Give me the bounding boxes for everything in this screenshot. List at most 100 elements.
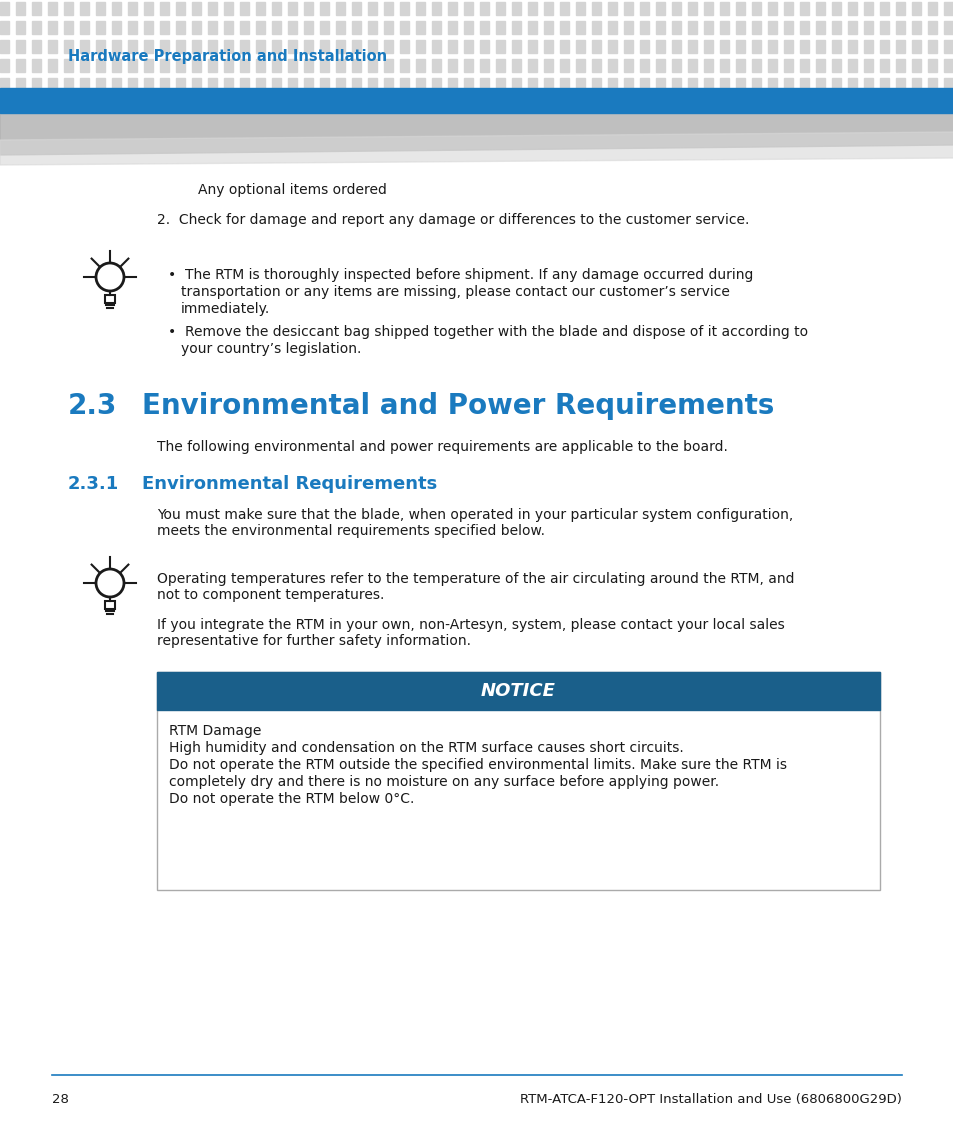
Bar <box>0 21 9 34</box>
Text: your country’s legislation.: your country’s legislation. <box>181 342 361 356</box>
Bar <box>96 2 105 15</box>
Bar <box>335 21 345 34</box>
Bar <box>815 60 824 72</box>
Bar <box>783 78 792 90</box>
Bar <box>607 40 617 53</box>
Bar <box>16 60 25 72</box>
Bar <box>767 40 776 53</box>
Bar <box>479 2 489 15</box>
Text: You must make sure that the blade, when operated in your particular system confi: You must make sure that the blade, when … <box>157 508 792 522</box>
Bar <box>527 40 537 53</box>
Bar <box>527 78 537 90</box>
Bar <box>687 40 697 53</box>
Bar <box>272 78 281 90</box>
Bar <box>240 21 249 34</box>
Bar <box>671 78 680 90</box>
Bar <box>368 40 376 53</box>
Bar <box>592 40 600 53</box>
Bar <box>512 21 520 34</box>
Bar <box>384 78 393 90</box>
Bar <box>703 78 712 90</box>
Bar <box>80 21 89 34</box>
Bar <box>175 2 185 15</box>
Bar <box>105 601 115 609</box>
Bar <box>64 78 73 90</box>
Bar <box>128 78 137 90</box>
Bar <box>927 60 936 72</box>
Bar <box>831 40 841 53</box>
Bar <box>895 60 904 72</box>
Bar <box>192 40 201 53</box>
Bar <box>319 78 329 90</box>
Bar <box>416 21 424 34</box>
Bar <box>240 2 249 15</box>
Bar <box>943 21 952 34</box>
Bar <box>576 60 584 72</box>
Bar <box>815 78 824 90</box>
Bar <box>335 2 345 15</box>
Bar <box>751 78 760 90</box>
Bar <box>48 2 57 15</box>
Bar <box>368 78 376 90</box>
Bar <box>144 60 152 72</box>
Bar <box>703 60 712 72</box>
Bar <box>831 78 841 90</box>
Text: representative for further safety information.: representative for further safety inform… <box>157 634 471 648</box>
Text: meets the environmental requirements specified below.: meets the environmental requirements spe… <box>157 524 544 538</box>
Bar <box>288 2 296 15</box>
Bar <box>32 2 41 15</box>
Bar <box>32 40 41 53</box>
Bar <box>656 40 664 53</box>
Bar <box>160 78 169 90</box>
Bar <box>671 2 680 15</box>
Bar <box>879 21 888 34</box>
Text: •  Remove the desiccant bag shipped together with the blade and dispose of it ac: • Remove the desiccant bag shipped toget… <box>168 325 807 339</box>
Bar <box>399 2 409 15</box>
Bar <box>192 2 201 15</box>
Bar <box>687 2 697 15</box>
Bar <box>895 2 904 15</box>
Bar <box>767 60 776 72</box>
Text: completely dry and there is no moisture on any surface before applying power.: completely dry and there is no moisture … <box>169 775 719 789</box>
Bar <box>368 60 376 72</box>
Bar <box>656 78 664 90</box>
Bar <box>735 78 744 90</box>
Bar <box>479 60 489 72</box>
Bar <box>720 78 728 90</box>
Bar <box>815 21 824 34</box>
Bar <box>80 2 89 15</box>
Bar <box>751 2 760 15</box>
Bar <box>703 2 712 15</box>
Bar <box>879 78 888 90</box>
Bar <box>543 40 553 53</box>
Bar <box>543 60 553 72</box>
Bar <box>496 40 504 53</box>
Bar <box>559 40 568 53</box>
Bar <box>783 2 792 15</box>
Text: 2.3.1: 2.3.1 <box>68 475 119 493</box>
Bar <box>304 21 313 34</box>
Bar <box>927 2 936 15</box>
Bar <box>352 2 360 15</box>
Text: Environmental and Power Requirements: Environmental and Power Requirements <box>142 392 774 420</box>
Bar <box>911 78 920 90</box>
Bar <box>943 78 952 90</box>
Bar <box>927 21 936 34</box>
Bar <box>911 21 920 34</box>
Bar <box>448 60 456 72</box>
Bar <box>543 78 553 90</box>
Bar <box>160 21 169 34</box>
Bar <box>623 40 633 53</box>
Text: RTM Damage: RTM Damage <box>169 724 261 739</box>
Bar <box>240 40 249 53</box>
Bar <box>559 2 568 15</box>
Bar <box>895 40 904 53</box>
Bar <box>32 60 41 72</box>
Bar <box>0 60 9 72</box>
Bar <box>639 78 648 90</box>
Text: not to component temperatures.: not to component temperatures. <box>157 589 384 602</box>
Text: Do not operate the RTM below 0°C.: Do not operate the RTM below 0°C. <box>169 792 414 806</box>
Bar <box>831 60 841 72</box>
Bar <box>496 78 504 90</box>
Bar <box>80 78 89 90</box>
